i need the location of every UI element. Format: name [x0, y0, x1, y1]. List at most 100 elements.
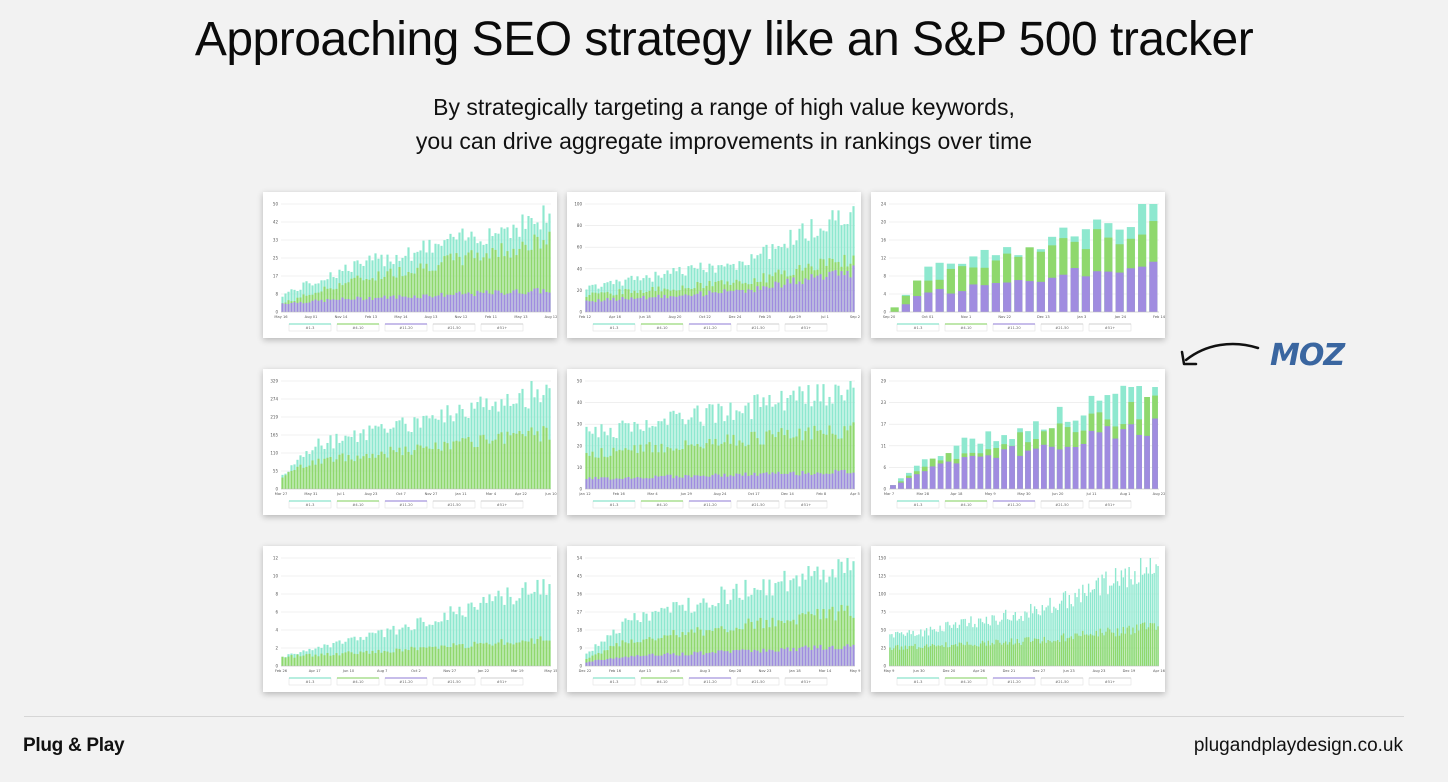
bar-green: [422, 447, 425, 489]
bar-green: [458, 644, 461, 666]
bar-purple: [1025, 450, 1031, 489]
x-tick-label: Feb 12: [579, 315, 591, 319]
bar-green: [1010, 638, 1013, 666]
bar-purple: [804, 645, 807, 666]
bar-green: [455, 645, 458, 666]
bar-green: [732, 434, 735, 489]
bar-purple: [684, 294, 687, 312]
bar-green: [993, 644, 995, 666]
bar-green: [588, 455, 591, 489]
bar-purple: [434, 296, 437, 312]
bar-green: [509, 257, 512, 312]
bar-purple: [735, 649, 738, 666]
bar-teal: [1006, 619, 1009, 666]
bar-green: [834, 434, 837, 489]
bar-purple: [467, 292, 470, 312]
bar-purple: [756, 475, 759, 489]
bar-purple: [714, 473, 717, 489]
bar-green: [398, 447, 401, 489]
bar-purple: [636, 477, 639, 489]
bar-green: [1014, 643, 1017, 666]
bar-green: [979, 643, 982, 666]
bar-green: [314, 654, 317, 666]
legend-label: #1-3: [306, 503, 315, 507]
bar-green: [777, 620, 780, 666]
bar-green: [434, 270, 437, 312]
bar-teal: [947, 621, 949, 666]
bar-purple: [702, 475, 705, 489]
bar-green: [840, 438, 843, 489]
chart-5: 0 10 20 30 40 50 Jan 12 Feb 16 Mar 4 Jun 29 Aug 24…: [577, 379, 860, 509]
legend-label: #1-3: [914, 503, 923, 507]
bar-green: [771, 617, 774, 666]
bar-green: [419, 647, 422, 666]
bar-green: [914, 643, 916, 666]
bar-purple: [678, 295, 681, 312]
bar-green: [539, 248, 542, 312]
bar-green: [467, 437, 470, 489]
bar-green: [407, 451, 410, 489]
bar-teal: [1012, 615, 1015, 666]
bar-green: [672, 450, 675, 489]
bar-green: [512, 644, 515, 666]
bar-green: [326, 652, 329, 666]
bar-green: [398, 267, 401, 312]
bar-green: [533, 234, 536, 312]
bar-purple: [639, 656, 642, 666]
bar-green: [987, 640, 990, 666]
bar-purple: [777, 651, 780, 666]
bar-purple: [485, 290, 488, 312]
bar-purple: [1120, 429, 1127, 489]
bar-purple: [937, 463, 944, 489]
bar-teal: [1062, 592, 1065, 666]
bar-teal: [753, 588, 756, 666]
bar-purple: [1001, 449, 1008, 489]
bar-green: [473, 447, 476, 489]
bar-green: [281, 477, 284, 489]
bar-teal: [374, 425, 377, 489]
bar-purple: [1080, 443, 1087, 489]
bar-green: [1109, 629, 1111, 666]
bar-purple: [353, 299, 356, 312]
bar-purple: [705, 653, 708, 666]
y-tick-label: 75: [881, 610, 887, 615]
bar-green: [816, 608, 819, 666]
bar-purple: [1093, 271, 1102, 312]
bar-purple: [849, 473, 852, 489]
bar-purple: [494, 290, 497, 312]
x-tick-label: Oct 2: [411, 669, 421, 673]
bar-purple: [431, 297, 434, 312]
bar-green: [672, 630, 675, 666]
bar-teal: [1076, 597, 1078, 666]
x-tick-label: Jul 11: [1085, 492, 1096, 496]
bar-teal: [1097, 577, 1099, 666]
bar-purple: [588, 661, 591, 666]
bar-purple: [636, 298, 639, 312]
bar-purple: [657, 476, 660, 489]
bar-purple: [732, 476, 735, 489]
bar-purple: [898, 482, 904, 489]
legend-label: #11-20: [399, 680, 413, 684]
bar-teal: [422, 621, 425, 666]
x-tick-label: Mar 14: [819, 669, 832, 673]
bar-purple: [374, 297, 377, 312]
x-tick-label: Oct 22: [699, 315, 711, 319]
legend-label: #4-10: [960, 326, 972, 330]
bar-green: [494, 249, 497, 312]
bar-green: [923, 645, 926, 666]
bar-green: [296, 466, 299, 489]
bar-green: [687, 632, 690, 666]
bar-green: [696, 627, 699, 666]
bar-green: [768, 430, 771, 489]
bar-purple: [642, 478, 645, 489]
bar-purple: [302, 303, 305, 312]
bar-teal: [440, 621, 443, 666]
bar-green: [771, 434, 774, 489]
bar-teal: [1084, 593, 1086, 666]
bar-purple: [980, 285, 989, 312]
bar-green: [645, 639, 648, 666]
bar-green: [738, 440, 741, 489]
x-tick-label: May 14: [394, 315, 408, 319]
bar-green: [1101, 632, 1103, 666]
legend-label: #4-10: [656, 503, 668, 507]
